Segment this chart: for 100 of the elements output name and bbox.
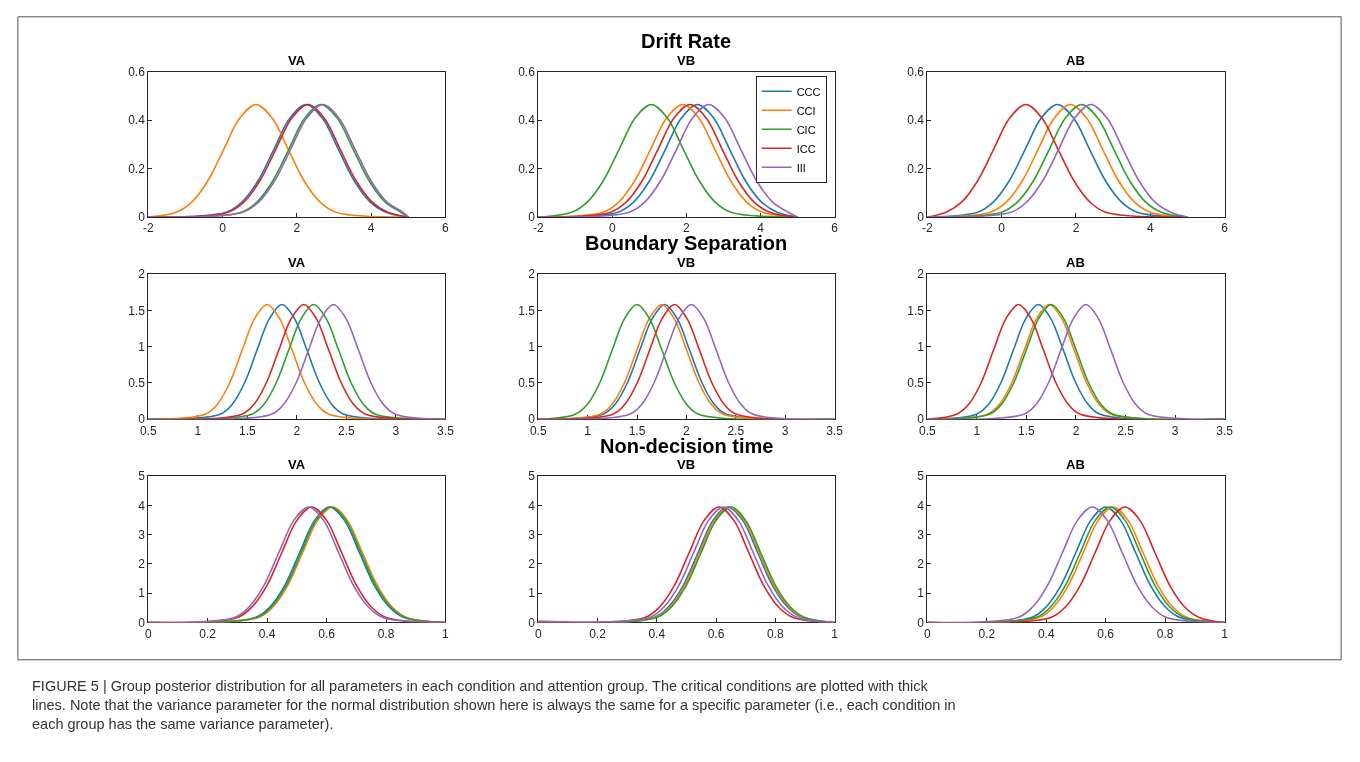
y-tick-label: 1 <box>528 586 536 601</box>
y-tick-label: 0 <box>917 412 925 427</box>
x-tick-label: 3.5 <box>437 423 455 438</box>
x-tick-label: 1 <box>584 423 592 438</box>
chart-title: AB <box>1066 255 1085 270</box>
x-tick-label: 1 <box>831 626 839 641</box>
y-tick-label: 0.4 <box>128 113 146 128</box>
x-tick-label: 0.8 <box>1156 626 1174 641</box>
x-tick-label: 0.6 <box>707 626 725 641</box>
y-tick-label: 0 <box>917 615 925 630</box>
line-series <box>538 103 799 218</box>
line-series <box>538 303 835 420</box>
y-tick-label: 1.5 <box>907 303 925 318</box>
x-tick-label: 0 <box>998 221 1006 236</box>
x-tick-label: 0.4 <box>648 626 666 641</box>
x-tick-label: 0.6 <box>318 626 336 641</box>
x-tick-label: 2.5 <box>1117 423 1135 438</box>
y-tick-label: 0 <box>917 210 925 225</box>
y-tick-label: 5 <box>917 469 925 484</box>
x-tick-label: 1.5 <box>1018 423 1036 438</box>
x-tick-label: 1 <box>194 423 202 438</box>
x-tick-label: 2 <box>1072 423 1080 438</box>
y-tick-label: 0.4 <box>907 113 925 128</box>
chart-title: VB <box>677 53 696 68</box>
x-tick-label: 1 <box>442 626 450 641</box>
y-tick-label: 2 <box>138 557 146 572</box>
x-tick-label: 2 <box>293 221 301 236</box>
x-tick-label: 3 <box>1171 423 1179 438</box>
y-tick-label: 2 <box>917 267 925 282</box>
y-tick-label: 1 <box>917 586 925 601</box>
legend-label: CIC <box>796 123 816 136</box>
legend-label: CCI <box>796 104 816 117</box>
x-tick-label: 2.5 <box>727 423 745 438</box>
y-tick-label: 0.2 <box>518 161 536 176</box>
y-tick-label: 1 <box>138 339 146 354</box>
y-tick-label: 2 <box>138 267 146 282</box>
y-tick-label: 0.6 <box>128 64 146 79</box>
y-tick-label: 0.6 <box>907 64 925 79</box>
y-tick-label: 0.2 <box>128 161 146 176</box>
x-tick-label: 0 <box>219 221 227 236</box>
chart-title: VB <box>677 457 696 472</box>
line-series <box>148 103 410 218</box>
chart-subtitle: Non-decision time <box>600 435 774 457</box>
x-tick-label: 3 <box>781 423 789 438</box>
y-tick-label: 0.4 <box>518 113 536 128</box>
y-tick-label: 0.5 <box>907 376 925 391</box>
legend-label: ICC <box>796 142 816 155</box>
x-tick-label: 1 <box>1221 626 1229 641</box>
y-tick-label: 0.5 <box>128 376 146 391</box>
y-tick-label: 0 <box>138 412 146 427</box>
y-tick-label: 2 <box>528 557 536 572</box>
y-tick-label: 3 <box>138 527 146 542</box>
y-tick-label: 5 <box>528 469 536 484</box>
chart-subtitle: Drift Rate <box>641 30 732 52</box>
caption: FIGURE 5 | Group posterior distribution for all parameters in each condition and attention group. The critical conditions are plotted with thick lines. Note that the variance parameter for the normal distribution shown here is always the same for a specific parameter (i.e., each condition in each group has the same variance parameter). <box>32 678 956 732</box>
chart-title: VA <box>288 53 306 68</box>
y-tick-label: 0.6 <box>518 64 536 79</box>
line-series <box>927 103 1189 218</box>
x-tick-label: 0.8 <box>377 626 395 641</box>
x-tick-label: 0.2 <box>589 626 607 641</box>
y-tick-label: 4 <box>917 498 925 513</box>
line-series <box>538 506 835 623</box>
x-tick-label: 0.2 <box>199 626 217 641</box>
x-tick-label: 0.8 <box>766 626 784 641</box>
legend-label: III <box>796 161 806 174</box>
y-tick-label: 1 <box>917 339 925 354</box>
y-tick-label: 1.5 <box>128 303 146 318</box>
x-tick-label: 0.6 <box>1097 626 1115 641</box>
y-tick-label: 2 <box>917 557 925 572</box>
x-tick-label: -2 <box>922 221 934 236</box>
x-tick-label: 1.5 <box>628 423 646 438</box>
y-tick-label: 4 <box>528 498 536 513</box>
x-tick-label: 6 <box>1221 221 1229 236</box>
x-tick-label: 6 <box>442 221 450 236</box>
y-tick-label: 1.5 <box>518 303 536 318</box>
chart-title: VA <box>288 255 306 270</box>
x-tick-label: 0.2 <box>978 626 996 641</box>
x-tick-label: 4 <box>367 221 375 236</box>
y-tick-label: 5 <box>138 469 146 484</box>
y-tick-label: 0 <box>138 615 146 630</box>
x-tick-label: 0.4 <box>258 626 276 641</box>
y-tick-label: 1 <box>138 586 146 601</box>
x-tick-label: 1.5 <box>238 423 256 438</box>
y-tick-label: 1 <box>528 339 536 354</box>
y-tick-label: 3 <box>528 527 536 542</box>
x-tick-label: 3.5 <box>1216 423 1234 438</box>
x-tick-label: 3.5 <box>826 423 844 438</box>
y-tick-label: 0 <box>528 615 536 630</box>
x-tick-label: 4 <box>1146 221 1154 236</box>
chart-title: AB <box>1066 53 1085 68</box>
chart-title: VA <box>288 457 306 472</box>
x-tick-label: 3 <box>392 423 400 438</box>
x-tick-label: 2 <box>683 423 691 438</box>
x-tick-label: 2 <box>293 423 301 438</box>
y-tick-label: 2 <box>528 267 536 282</box>
chart-title: AB <box>1066 457 1085 472</box>
y-tick-label: 3 <box>917 527 925 542</box>
x-tick-label: 2.5 <box>338 423 356 438</box>
x-tick-label: 1 <box>973 423 981 438</box>
y-tick-label: 0.2 <box>907 161 925 176</box>
